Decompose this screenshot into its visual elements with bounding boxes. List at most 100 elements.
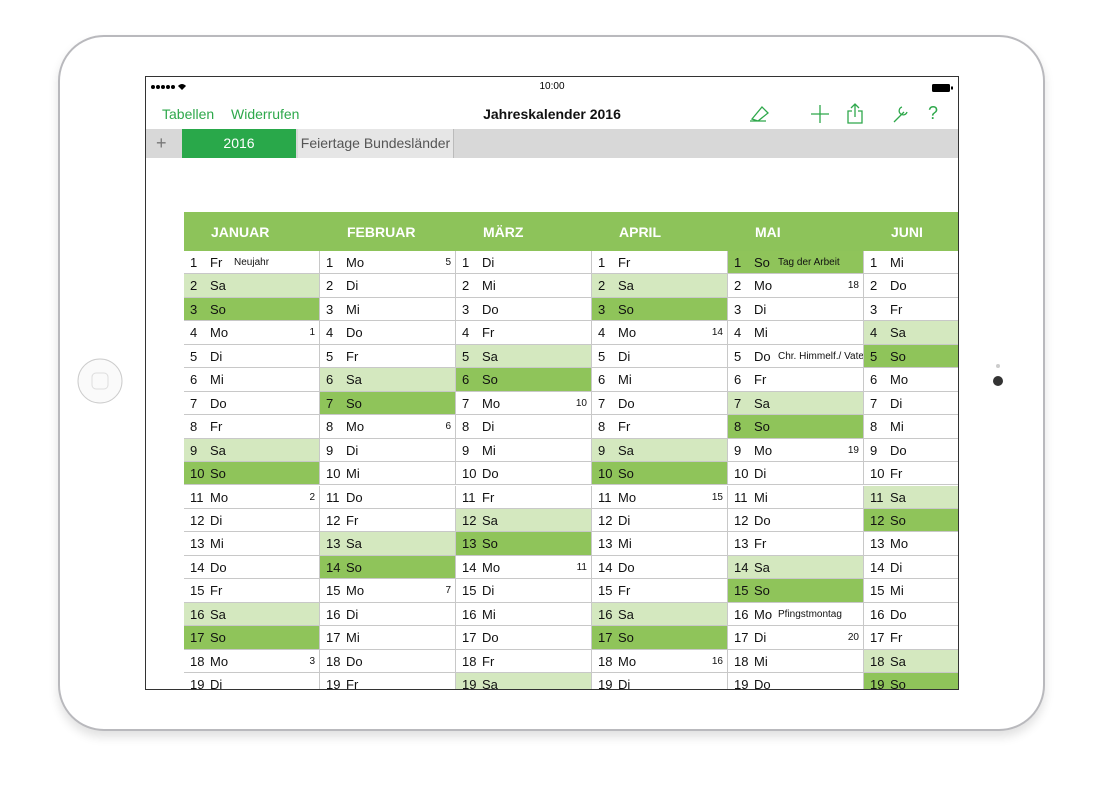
day-number: 17 [462,630,477,646]
weekday: Sa [618,606,634,622]
day-cell: 5 So [864,344,958,369]
day-number: 12 [326,512,341,528]
weekday: Di [210,512,223,528]
day-number: 10 [462,466,477,482]
day-number: 12 [734,512,749,528]
day-cell: 9 Sa [592,438,728,463]
day-number: 12 [462,512,477,528]
day-number: 18 [190,653,205,669]
day-number: 5 [190,348,198,364]
weekday: Di [618,512,631,528]
day-cell: 6 Sa [320,368,456,392]
sheet-tab[interactable]: Feiertage Bundesländer [298,129,454,158]
weekday: Sa [618,442,634,458]
day-cell: 3 Do [456,297,592,322]
weekday: Sa [890,489,906,505]
day-number: 17 [734,630,749,646]
toolbar-icons[interactable] [746,101,926,127]
day-cell: 5 Di [592,344,728,369]
day-number: 3 [734,301,742,317]
day-number: 16 [598,606,613,622]
weekday: Mi [754,489,768,505]
day-cell: 15 So [728,579,864,603]
day-number: 1 [870,255,878,270]
day-number: 9 [870,442,878,458]
day-cell: 1 Fr Neujahr [184,251,320,275]
day-cell: 12 Sa [456,508,592,533]
day-number: 2 [462,278,470,294]
day-cell: 8 Mi [864,415,958,439]
home-button[interactable] [76,358,126,408]
day-number: 4 [598,325,606,341]
day-cell: 6 Mi [184,368,320,392]
weekday: Mo [210,653,229,669]
day-cell: 14 Di [864,555,958,580]
weekday: So [618,630,634,646]
day-cell: 18 Do [320,649,456,674]
weekday: Do [754,348,771,364]
screen: 10:00 Tabellen Widerrufen Jahreskalender… [145,76,959,690]
day-cell: 6 Mo [864,368,958,392]
weekday: Sa [346,536,362,552]
day-number: 19 [190,677,205,690]
day-number: 6 [870,372,878,388]
day-number: 7 [870,395,878,411]
day-number: 6 [326,372,334,388]
day-number: 5 [598,348,606,364]
day-number: 17 [190,630,205,646]
day-cell: 14 Mo 11 [456,555,592,580]
month-name: FEBRUAR [347,224,416,240]
help-button[interactable]: ? [928,103,939,123]
month-header: FEBRUAR [320,212,456,251]
day-cell: 11 Mo 15 [592,485,728,509]
weekday: Mi [346,301,360,317]
add-sheet-button[interactable]: + [156,133,167,153]
day-cell: 9 Mo 19 [728,438,864,463]
weekday: Fr [210,419,223,435]
weekday: Sa [890,653,906,669]
weekday: Do [890,606,907,622]
day-cell: 14 Do [592,555,728,580]
day-number: 4 [462,325,470,341]
month-header: MAI [728,212,864,251]
day-number: 8 [870,419,878,435]
day-cell: 12 Do [728,508,864,533]
day-cell: 17 Mi [320,626,456,650]
weekday: Mi [210,536,224,552]
weekday: Di [890,559,903,575]
day-number: 12 [598,512,613,528]
weekday: Fr [618,255,631,270]
day-number: 8 [734,419,742,435]
week-number: 20 [847,632,859,644]
day-cell: 10 Do [456,462,592,486]
document-title: Jahreskalender 2016 [483,106,621,122]
day-cell: 12 Di [184,508,320,533]
day-number: 16 [870,606,885,622]
day-number: 3 [598,301,606,317]
day-number: 1 [326,255,334,270]
sheet-tab-active[interactable]: 2016 [182,129,296,158]
calendar-table: JANUAR 1 Fr Neujahr 2 Sa 3 So 4 Mo 1 5 Di 6 Mi 7 Do 8 Fr 9 S… [184,212,958,690]
day-number: 8 [462,419,470,435]
day-number: 18 [734,653,749,669]
weekday: Mo [890,536,909,552]
month-name: APRIL [619,224,661,240]
weekday: Mi [890,255,904,270]
back-button[interactable]: Tabellen [162,106,215,122]
day-number: 15 [462,583,477,599]
day-number: 12 [870,512,885,528]
weekday: Mi [482,442,496,458]
weekday: So [618,301,634,317]
undo-button[interactable]: Widerrufen [231,106,300,122]
day-number: 6 [734,372,742,388]
day-number: 16 [326,606,341,622]
holiday-note: Chr. Himmelf./ Vatertag [778,350,864,362]
weekday: Do [482,301,499,317]
day-number: 15 [326,583,341,599]
day-number: 11 [190,489,204,505]
day-number: 14 [190,559,205,575]
weekday: Mo [346,419,365,435]
day-cell: 7 Mo 10 [456,391,592,416]
day-cell: 4 Sa [864,321,958,345]
